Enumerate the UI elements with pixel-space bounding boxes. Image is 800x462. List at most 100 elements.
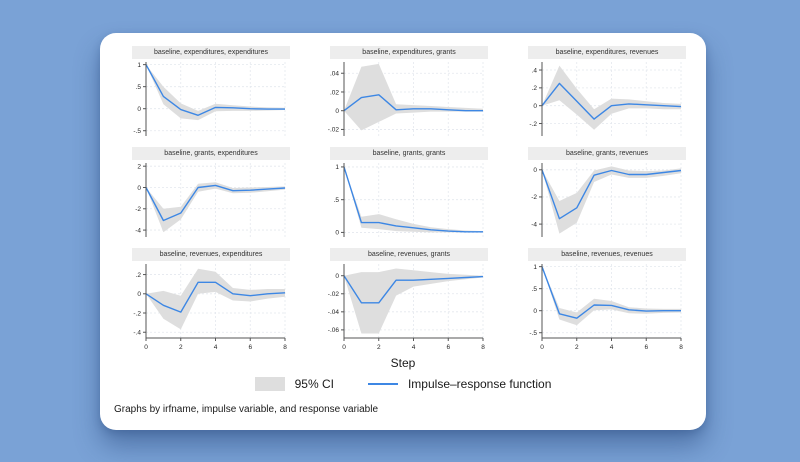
subplot-1: baseline, expenditures, expenditures 1 .5 0… — [120, 46, 290, 139]
ci-band — [344, 268, 483, 334]
subplot-canvas: 0 -2 -4 — [531, 163, 682, 237]
x-tick-label: 8 — [481, 344, 485, 351]
x-tick-label: 0 — [144, 344, 148, 351]
subplot-canvas: 1.50-.50 2 4 6 8 — [529, 264, 683, 351]
x-tick-label: 0 — [342, 344, 346, 351]
x-tick-label: 6 — [248, 344, 252, 351]
subplot-canvas: .4 .2 0 -.2 — [529, 62, 682, 136]
x-tick-label: 0 — [540, 344, 544, 351]
subplot-7: baseline, revenues, expenditures .2 0 -.2 -.… — [120, 248, 290, 354]
subplot-canvas: .20-.2-.40 2 4 6 8 — [133, 264, 287, 351]
x-tick-label: 6 — [644, 344, 648, 351]
y-tick-label: 0 — [533, 308, 537, 315]
subplot-6: baseline, grants, revenues 0 -2 -4 — [516, 147, 686, 240]
ci-swatch — [254, 377, 285, 391]
x-tick-label: 4 — [610, 344, 614, 351]
x-tick-label: 4 — [214, 344, 218, 351]
subplot-canvas: 1 .5 0 -.5 — [133, 62, 286, 136]
subplot-title: baseline, grants, expenditures — [132, 147, 290, 160]
y-tick-label: 0 — [533, 167, 537, 174]
irf-line — [343, 275, 484, 304]
irf-label: Impulse–response function — [407, 377, 552, 391]
subplot-9: baseline, revenues, revenues 1.5 0 -.5 0 2 4 6 8 — [516, 248, 686, 354]
footnote: Graphs by irfname, impulse variable, and… — [114, 404, 379, 415]
subplot-2: baseline, expenditures, grants .04 .02 0 -.0… — [318, 46, 488, 139]
irf-line — [541, 82, 682, 120]
subplot-title: baseline, revenues, grants — [330, 248, 488, 261]
y-tick-label: -.02 — [328, 291, 340, 298]
x-tick-label: 2 — [575, 344, 579, 351]
irf-grid: baseline, expenditures, expenditures 1.5 0… — [120, 46, 686, 354]
subplot-title: baseline, expenditures, revenues — [528, 46, 686, 59]
ci-band — [542, 65, 681, 130]
y-tick-label: .5 — [136, 84, 142, 91]
y-tick-label: -.5 — [133, 128, 141, 135]
irf-line — [541, 169, 682, 220]
subplot-canvas: 2 0 -2 -4 — [135, 163, 286, 237]
y-tick-label: -.2 — [133, 310, 141, 317]
subplot-canvas: 0 -.02 -.04 -.06 0 2 4 6 8 — [328, 264, 485, 351]
subplot-3: baseline, expenditures, revenues .4 .2 0 -.2 — [516, 46, 686, 139]
y-tick-label: 1 — [137, 62, 141, 69]
subplot-title: baseline, revenues, expenditures — [132, 248, 290, 261]
subplot-title: baseline, expenditures, expenditures — [132, 46, 290, 59]
y-tick-label: .5 — [532, 286, 538, 293]
y-tick-label: 0 — [533, 103, 537, 110]
ci-band — [344, 166, 483, 233]
y-tick-label: -4 — [135, 227, 141, 234]
irf-line — [343, 166, 483, 233]
irf-line — [343, 94, 483, 112]
y-tick-label: .02 — [330, 89, 339, 96]
y-tick-label: -.02 — [328, 127, 340, 134]
irf-line — [145, 184, 286, 222]
y-tick-label: -2 — [531, 194, 537, 201]
irf-line — [541, 266, 681, 319]
x-tick-label: 2 — [377, 344, 381, 351]
ci-band — [542, 166, 681, 234]
x-tick-label: 8 — [679, 344, 683, 351]
y-tick-label: -.04 — [328, 309, 340, 316]
ci-label: 95% CI — [294, 377, 334, 391]
y-tick-label: .4 — [532, 67, 538, 74]
y-tick-label: 1 — [533, 264, 537, 271]
subplot-title: baseline, revenues, revenues — [528, 248, 686, 261]
subplot-canvas: 1.50 — [334, 163, 484, 237]
y-tick-label: 0 — [335, 230, 339, 237]
irf-line — [145, 64, 285, 116]
y-tick-label: 2 — [137, 163, 141, 170]
ci-band — [344, 63, 483, 131]
y-tick-label: -.4 — [133, 330, 141, 337]
y-tick-label: 1 — [335, 164, 339, 171]
x-axis-label: Step — [390, 356, 416, 370]
subplot-8: baseline, revenues, grants 0 -.02 -.04 -.06 0… — [318, 248, 488, 354]
y-tick-label: 0 — [137, 106, 141, 113]
y-tick-label: -.5 — [529, 330, 537, 337]
irf-line-swatch — [367, 383, 398, 385]
subplot-title: baseline, expenditures, grants — [330, 46, 488, 59]
subplot-title: baseline, grants, grants — [330, 147, 488, 160]
subplot-title: baseline, grants, revenues — [528, 147, 686, 160]
x-tick-label: 8 — [283, 344, 287, 351]
y-tick-label: 0 — [335, 108, 339, 115]
subplot-5: baseline, grants, grants 1.5 0 — [318, 147, 488, 240]
ci-band — [146, 64, 285, 121]
y-tick-label: 0 — [137, 291, 141, 298]
legend: 95% CI Impulse–response function — [100, 377, 706, 391]
ci-band — [146, 268, 285, 330]
irf-graph-card: baseline, expenditures, expenditures 1.5 0… — [100, 33, 706, 430]
x-tick-label: 6 — [446, 344, 450, 351]
subplot-canvas: .04 .02 0 -.02 — [328, 62, 484, 136]
x-tick-label: 2 — [179, 344, 183, 351]
x-tick-label: 4 — [412, 344, 416, 351]
y-tick-label: .5 — [334, 197, 340, 204]
y-tick-label: -4 — [531, 221, 537, 228]
y-tick-label: -.2 — [529, 121, 537, 128]
subplot-4: baseline, grants, expenditures 2 0 -2 -4 — [120, 147, 290, 240]
y-tick-label: .2 — [532, 85, 538, 92]
irf-line — [145, 281, 286, 313]
y-tick-label: 0 — [335, 273, 339, 280]
ci-band — [146, 182, 285, 233]
y-tick-label: 0 — [137, 185, 141, 192]
y-tick-label: -.06 — [328, 327, 340, 334]
